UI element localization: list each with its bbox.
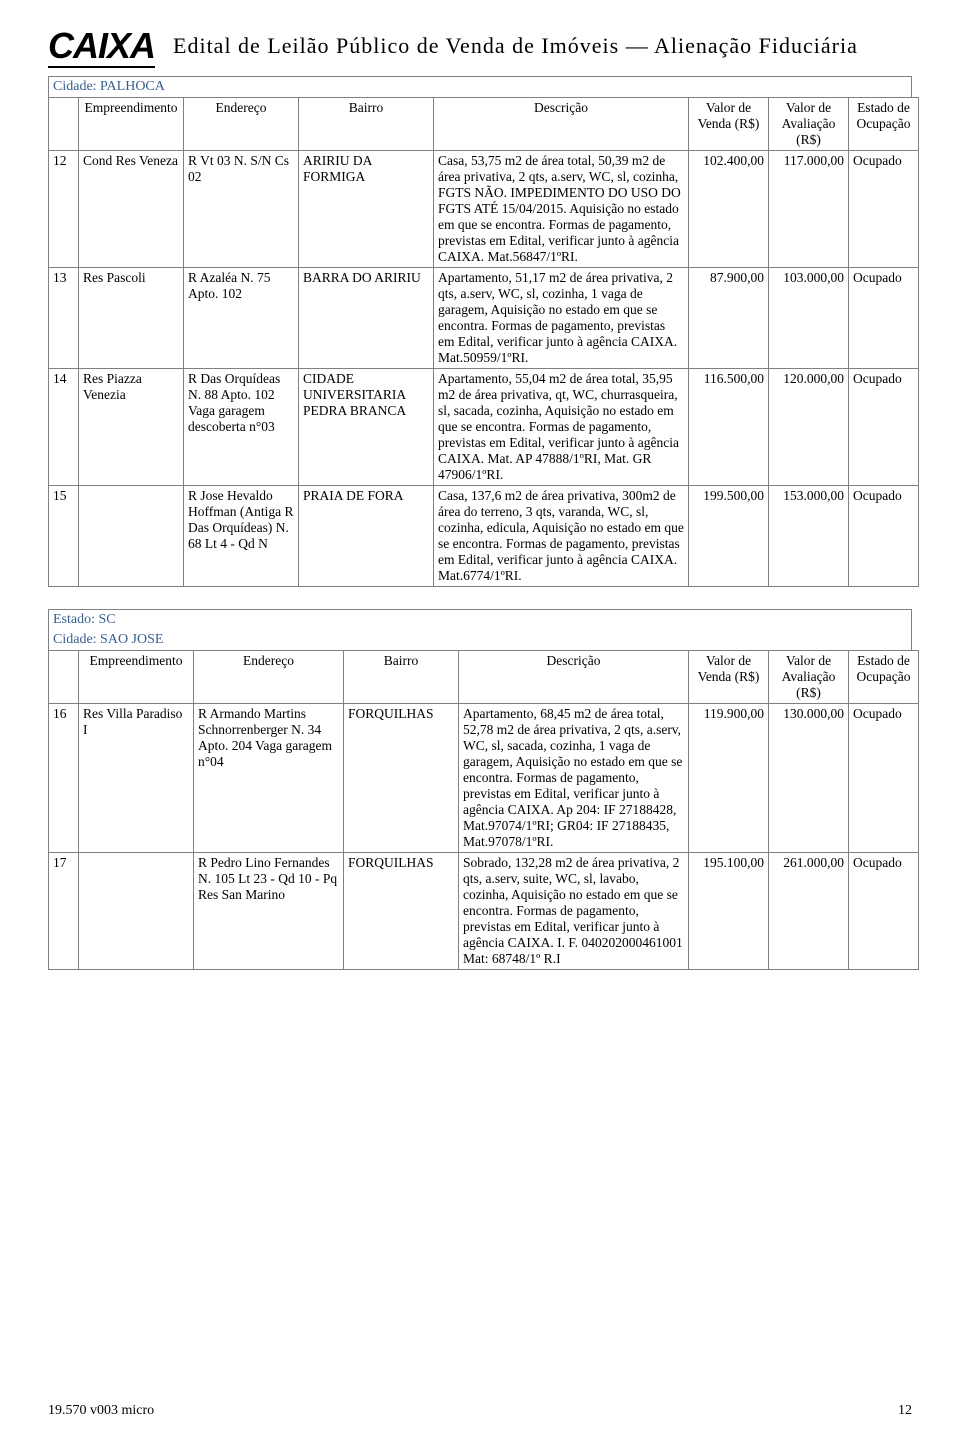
- th-descricao: Descrição: [459, 651, 689, 704]
- cell-descricao: Casa, 137,6 m2 de área privativa, 300m2 …: [434, 486, 689, 587]
- table-row: 16Res Villa Paradiso IR Armando Martins …: [49, 704, 919, 853]
- table-saojose: Empreendimento Endereço Bairro Descrição…: [48, 650, 919, 970]
- cell-bairro: BARRA DO ARIRIU: [299, 268, 434, 369]
- cell-valor-avaliacao: 117.000,00: [769, 151, 849, 268]
- cidade-label-2: Cidade: SAO JOSE: [48, 630, 912, 650]
- page-header: CAIXA Edital de Leilão Público de Venda …: [48, 28, 912, 68]
- cell-idx: 16: [49, 704, 79, 853]
- page-footer: 19.570 v003 micro 12: [48, 1403, 912, 1419]
- cell-empreendimento: [79, 486, 184, 587]
- th-bairro: Bairro: [299, 98, 434, 151]
- th-estado-ocupacao: Estado de Ocupação: [849, 98, 919, 151]
- cell-estado-ocupacao: Ocupado: [849, 486, 919, 587]
- footer-left: 19.570 v003 micro: [48, 1403, 154, 1419]
- th-endereco: Endereço: [194, 651, 344, 704]
- th-endereco: Endereço: [184, 98, 299, 151]
- th-bairro: Bairro: [344, 651, 459, 704]
- cell-descricao: Apartamento, 55,04 m2 de área total, 35,…: [434, 369, 689, 486]
- cell-endereco: R Das Orquídeas N. 88 Apto. 102 Vaga gar…: [184, 369, 299, 486]
- table-row: 14Res Piazza VeneziaR Das Orquídeas N. 8…: [49, 369, 919, 486]
- cidade-label-1: Cidade: PALHOCA: [48, 76, 912, 97]
- table-header-row: Empreendimento Endereço Bairro Descrição…: [49, 98, 919, 151]
- th-empreendimento: Empreendimento: [79, 651, 194, 704]
- cell-bairro: ARIRIU DA FORMIGA: [299, 151, 434, 268]
- page-title: Edital de Leilão Público de Venda de Imó…: [173, 28, 858, 60]
- cell-valor-venda: 102.400,00: [689, 151, 769, 268]
- cell-empreendimento: Cond Res Veneza: [79, 151, 184, 268]
- th-empreendimento: Empreendimento: [79, 98, 184, 151]
- th-valor-avaliacao: Valor de Avaliação (R$): [769, 651, 849, 704]
- cell-valor-avaliacao: 103.000,00: [769, 268, 849, 369]
- cell-valor-venda: 195.100,00: [689, 853, 769, 970]
- cell-estado-ocupacao: Ocupado: [849, 704, 919, 853]
- cell-endereco: R Armando Martins Schnorrenberger N. 34 …: [194, 704, 344, 853]
- cell-idx: 13: [49, 268, 79, 369]
- cell-empreendimento: Res Villa Paradiso I: [79, 704, 194, 853]
- logo: CAIXA: [48, 28, 155, 68]
- table-palhoca: Empreendimento Endereço Bairro Descrição…: [48, 97, 919, 587]
- cell-valor-avaliacao: 130.000,00: [769, 704, 849, 853]
- cell-idx: 12: [49, 151, 79, 268]
- table-header-row: Empreendimento Endereço Bairro Descrição…: [49, 651, 919, 704]
- cell-estado-ocupacao: Ocupado: [849, 369, 919, 486]
- estado-label-2: Estado: SC: [48, 609, 912, 630]
- footer-right: 12: [898, 1403, 912, 1419]
- cell-bairro: FORQUILHAS: [344, 704, 459, 853]
- cell-bairro: CIDADE UNIVERSITARIA PEDRA BRANCA: [299, 369, 434, 486]
- cell-valor-venda: 199.500,00: [689, 486, 769, 587]
- th-estado-ocupacao: Estado de Ocupação: [849, 651, 919, 704]
- cell-idx: 17: [49, 853, 79, 970]
- cell-endereco: R Pedro Lino Fernandes N. 105 Lt 23 - Qd…: [194, 853, 344, 970]
- page: CAIXA Edital de Leilão Público de Venda …: [0, 0, 960, 1437]
- cell-idx: 14: [49, 369, 79, 486]
- th-valor-avaliacao: Valor de Avaliação (R$): [769, 98, 849, 151]
- cell-bairro: PRAIA DE FORA: [299, 486, 434, 587]
- cell-valor-avaliacao: 261.000,00: [769, 853, 849, 970]
- table-row: 15 R Jose Hevaldo Hoffman (Antiga R Das O…: [49, 486, 919, 587]
- cell-valor-avaliacao: 120.000,00: [769, 369, 849, 486]
- cell-descricao: Apartamento, 51,17 m2 de área privativa,…: [434, 268, 689, 369]
- cell-valor-venda: 87.900,00: [689, 268, 769, 369]
- cell-estado-ocupacao: Ocupado: [849, 853, 919, 970]
- table-row: 12Cond Res VenezaR Vt 03 N. S/N Cs 02ARI…: [49, 151, 919, 268]
- th-blank: [49, 651, 79, 704]
- cell-empreendimento: Res Piazza Venezia: [79, 369, 184, 486]
- cell-estado-ocupacao: Ocupado: [849, 151, 919, 268]
- th-descricao: Descrição: [434, 98, 689, 151]
- cell-empreendimento: [79, 853, 194, 970]
- cell-endereco: R Azaléa N. 75 Apto. 102: [184, 268, 299, 369]
- cell-descricao: Sobrado, 132,28 m2 de área privativa, 2 …: [459, 853, 689, 970]
- cell-empreendimento: Res Pascoli: [79, 268, 184, 369]
- table-row: 17 R Pedro Lino Fernandes N. 105 Lt 23 - …: [49, 853, 919, 970]
- th-valor-venda: Valor de Venda (R$): [689, 651, 769, 704]
- cell-endereco: R Jose Hevaldo Hoffman (Antiga R Das Orq…: [184, 486, 299, 587]
- cell-idx: 15: [49, 486, 79, 587]
- cell-bairro: FORQUILHAS: [344, 853, 459, 970]
- logo-underline: [48, 66, 155, 68]
- th-valor-venda: Valor de Venda (R$): [689, 98, 769, 151]
- th-blank: [49, 98, 79, 151]
- cell-valor-venda: 116.500,00: [689, 369, 769, 486]
- cell-valor-avaliacao: 153.000,00: [769, 486, 849, 587]
- cell-endereco: R Vt 03 N. S/N Cs 02: [184, 151, 299, 268]
- cell-valor-venda: 119.900,00: [689, 704, 769, 853]
- table-row: 13Res PascoliR Azaléa N. 75 Apto. 102BAR…: [49, 268, 919, 369]
- cell-estado-ocupacao: Ocupado: [849, 268, 919, 369]
- logo-text: CAIXA: [48, 28, 155, 64]
- cell-descricao: Casa, 53,75 m2 de área total, 50,39 m2 d…: [434, 151, 689, 268]
- cell-descricao: Apartamento, 68,45 m2 de área total, 52,…: [459, 704, 689, 853]
